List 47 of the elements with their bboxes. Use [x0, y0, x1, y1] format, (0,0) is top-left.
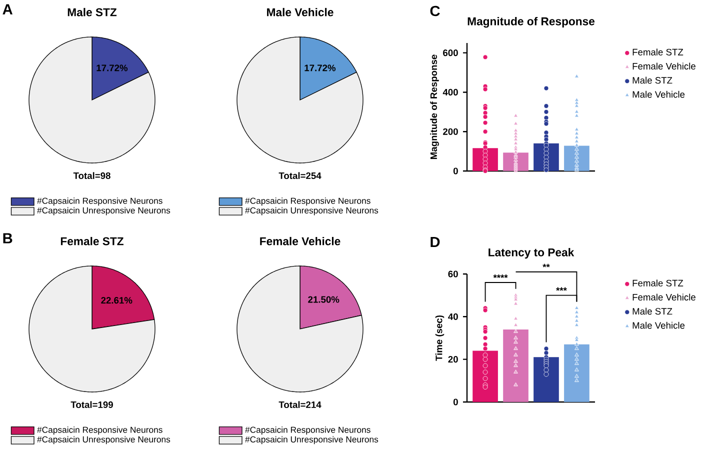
data-label: 17.72% [96, 64, 128, 72]
y-tick-label: 60 [448, 270, 458, 278]
y-tick-label: 20 [448, 356, 458, 363]
y-tick-label: 0 [453, 168, 458, 174]
text: D [430, 236, 440, 248]
legend-label: Male Vehicle [632, 322, 685, 329]
y-tick-label: 400 [442, 88, 458, 96]
data-label: 21.50% [308, 296, 340, 303]
y-tick-label: 600 [443, 50, 458, 56]
legend-label: #Capsaicin Responsive Neurons [245, 426, 370, 435]
legend-label: #Capsaicin Unresponsive Neurons [37, 207, 170, 216]
text: Total=254 [278, 172, 322, 180]
text: Total=199 [70, 401, 113, 408]
data-label: 17.72% [304, 64, 336, 72]
legend-label: Female Vehicle [632, 294, 696, 301]
chart-title: Latency to Peak [488, 248, 574, 259]
legend-label: Male Vehicle [632, 90, 685, 98]
legend-label: #Capsaicin Responsive Neurons [37, 198, 162, 206]
text: C [430, 6, 440, 16]
chart-title: Male Vehicle [267, 8, 334, 16]
legend-label: #Capsaicin Responsive Neurons [245, 198, 370, 206]
legend-label: Male STZ [632, 76, 672, 84]
legend-label: Female STZ [632, 280, 684, 286]
chart-title: Male STZ [68, 8, 117, 16]
data-label: 22.61% [101, 297, 132, 304]
legend-label: #Capsaicin Unresponsive Neurons [245, 436, 378, 444]
y-tick-label: 0 [453, 398, 458, 406]
chart-title: Female Vehicle [260, 236, 340, 246]
legend-label: Female Vehicle [632, 62, 696, 70]
legend-label: Female STZ [632, 48, 684, 56]
text: Total=214 [278, 401, 322, 408]
y-axis-title: Time (sec) [435, 315, 444, 361]
text: Total=98 [73, 172, 110, 180]
legend-label: #Capsaicin Unresponsive Neurons [37, 436, 170, 444]
annotation: **** [493, 274, 508, 278]
y-tick-label: 40 [448, 313, 458, 320]
chart-title: Magnitude of Response [468, 16, 595, 28]
text: B [3, 233, 12, 244]
chart-title: Female STZ [60, 236, 124, 246]
legend-label: #Capsaicin Unresponsive Neurons [245, 207, 378, 216]
legend-label: #Capsaicin Responsive Neurons [37, 426, 162, 435]
y-axis-title: Magnitude of Response [430, 54, 439, 159]
y-tick-label: 200 [443, 128, 458, 135]
annotation: *** [556, 287, 567, 291]
legend-label: Male STZ [632, 308, 672, 315]
text: ** [542, 264, 550, 268]
text: A [2, 4, 12, 14]
